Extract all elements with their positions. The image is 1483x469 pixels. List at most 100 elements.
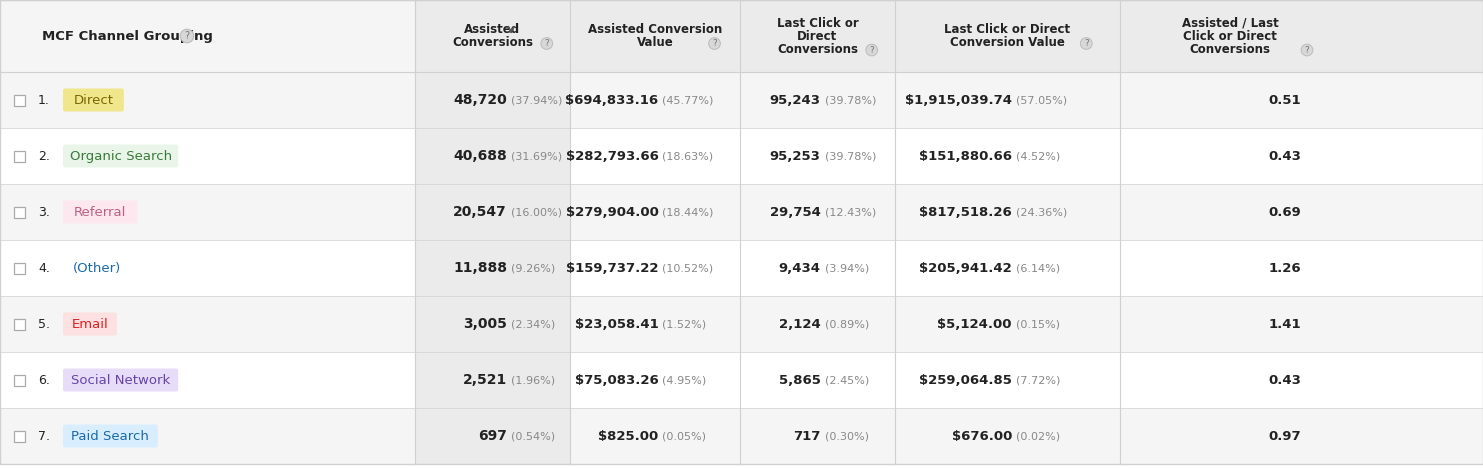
Text: Conversions: Conversions bbox=[1189, 43, 1271, 55]
Text: Conversion Value: Conversion Value bbox=[951, 36, 1065, 49]
Text: (0.30%): (0.30%) bbox=[825, 431, 869, 441]
Text: 7.: 7. bbox=[39, 430, 50, 442]
Text: $205,941.42: $205,941.42 bbox=[919, 262, 1011, 274]
Text: (24.36%): (24.36%) bbox=[1016, 207, 1068, 217]
Bar bbox=[415, 408, 569, 464]
Text: 0.51: 0.51 bbox=[1268, 93, 1301, 106]
Text: $5,124.00: $5,124.00 bbox=[937, 318, 1011, 331]
Bar bbox=[13, 206, 25, 218]
Text: $676.00: $676.00 bbox=[952, 430, 1011, 442]
Bar bbox=[415, 296, 569, 352]
Text: (31.69%): (31.69%) bbox=[512, 151, 562, 161]
FancyBboxPatch shape bbox=[62, 312, 117, 335]
Text: 6.: 6. bbox=[39, 373, 50, 386]
FancyBboxPatch shape bbox=[62, 89, 123, 112]
Text: (12.43%): (12.43%) bbox=[825, 207, 876, 217]
Text: $817,518.26: $817,518.26 bbox=[919, 205, 1011, 219]
Text: 5,865: 5,865 bbox=[779, 373, 820, 386]
Text: (0.15%): (0.15%) bbox=[1016, 319, 1060, 329]
Text: ?: ? bbox=[1305, 45, 1309, 54]
FancyBboxPatch shape bbox=[62, 257, 131, 280]
Text: Paid Search: Paid Search bbox=[71, 430, 150, 442]
Text: Last Click or: Last Click or bbox=[777, 16, 859, 30]
Text: Assisted: Assisted bbox=[464, 23, 521, 36]
Bar bbox=[415, 240, 569, 296]
Text: 29,754: 29,754 bbox=[770, 205, 820, 219]
Bar bbox=[0, 240, 1483, 296]
Text: Last Click or Direct: Last Click or Direct bbox=[945, 23, 1071, 36]
Bar bbox=[13, 431, 25, 441]
Bar bbox=[0, 72, 1483, 128]
Text: (3.94%): (3.94%) bbox=[825, 263, 869, 273]
Text: (1.52%): (1.52%) bbox=[663, 319, 706, 329]
Text: (2.34%): (2.34%) bbox=[512, 319, 555, 329]
Bar bbox=[13, 151, 25, 161]
Text: 1.: 1. bbox=[39, 93, 50, 106]
Text: (6.14%): (6.14%) bbox=[1016, 263, 1060, 273]
FancyBboxPatch shape bbox=[62, 424, 157, 447]
Text: Value: Value bbox=[636, 36, 673, 49]
Text: Assisted Conversion: Assisted Conversion bbox=[587, 23, 722, 36]
Bar bbox=[415, 184, 569, 240]
Text: 95,243: 95,243 bbox=[770, 93, 820, 106]
Bar bbox=[415, 72, 569, 128]
Text: $151,880.66: $151,880.66 bbox=[919, 150, 1011, 162]
FancyBboxPatch shape bbox=[62, 144, 178, 167]
Text: 1.26: 1.26 bbox=[1268, 262, 1301, 274]
Bar bbox=[0, 184, 1483, 240]
Bar bbox=[415, 352, 569, 408]
Text: (18.63%): (18.63%) bbox=[663, 151, 713, 161]
Text: ?: ? bbox=[544, 39, 549, 48]
Bar bbox=[0, 352, 1483, 408]
Text: (39.78%): (39.78%) bbox=[825, 151, 876, 161]
Text: (2.45%): (2.45%) bbox=[825, 375, 869, 385]
Text: MCF Channel Grouping: MCF Channel Grouping bbox=[42, 30, 214, 43]
Text: (10.52%): (10.52%) bbox=[663, 263, 713, 273]
Text: Assisted / Last: Assisted / Last bbox=[1182, 16, 1278, 30]
Text: (1.96%): (1.96%) bbox=[512, 375, 555, 385]
Text: 697: 697 bbox=[478, 429, 507, 443]
Text: (57.05%): (57.05%) bbox=[1016, 95, 1068, 105]
Text: ?: ? bbox=[1084, 39, 1089, 48]
Text: (39.78%): (39.78%) bbox=[825, 95, 876, 105]
Text: (37.94%): (37.94%) bbox=[512, 95, 562, 105]
Text: $159,737.22: $159,737.22 bbox=[567, 262, 658, 274]
FancyBboxPatch shape bbox=[62, 369, 178, 392]
Text: $1,915,039.74: $1,915,039.74 bbox=[905, 93, 1011, 106]
Bar bbox=[13, 375, 25, 386]
Text: 3,005: 3,005 bbox=[463, 317, 507, 331]
Text: 9,434: 9,434 bbox=[779, 262, 820, 274]
Text: 2.: 2. bbox=[39, 150, 50, 162]
Text: (18.44%): (18.44%) bbox=[663, 207, 713, 217]
Text: (0.54%): (0.54%) bbox=[512, 431, 555, 441]
Text: Organic Search: Organic Search bbox=[70, 150, 172, 162]
Text: 2,521: 2,521 bbox=[463, 373, 507, 387]
Text: ?: ? bbox=[184, 31, 190, 41]
Text: Email: Email bbox=[71, 318, 108, 331]
Text: ?: ? bbox=[869, 45, 873, 54]
Text: 95,253: 95,253 bbox=[770, 150, 820, 162]
Text: 5.: 5. bbox=[39, 318, 50, 331]
Bar bbox=[13, 318, 25, 330]
Bar bbox=[415, 128, 569, 184]
FancyBboxPatch shape bbox=[62, 201, 138, 224]
Text: ?: ? bbox=[712, 39, 716, 48]
Bar bbox=[0, 0, 415, 72]
Text: 48,720: 48,720 bbox=[454, 93, 507, 107]
Text: (0.05%): (0.05%) bbox=[663, 431, 706, 441]
Text: (45.77%): (45.77%) bbox=[663, 95, 713, 105]
Text: Conversions: Conversions bbox=[452, 36, 532, 49]
Text: Click or Direct: Click or Direct bbox=[1183, 30, 1277, 43]
Text: (0.02%): (0.02%) bbox=[1016, 431, 1060, 441]
Text: Direct: Direct bbox=[798, 30, 838, 43]
Text: 1.41: 1.41 bbox=[1268, 318, 1301, 331]
Text: 40,688: 40,688 bbox=[454, 149, 507, 163]
Text: (9.26%): (9.26%) bbox=[512, 263, 555, 273]
Text: (7.72%): (7.72%) bbox=[1016, 375, 1060, 385]
Text: 0.97: 0.97 bbox=[1268, 430, 1301, 442]
Text: 0.43: 0.43 bbox=[1268, 150, 1302, 162]
Text: Direct: Direct bbox=[73, 93, 113, 106]
Bar bbox=[0, 296, 1483, 352]
Bar bbox=[13, 94, 25, 106]
Text: $282,793.66: $282,793.66 bbox=[565, 150, 658, 162]
